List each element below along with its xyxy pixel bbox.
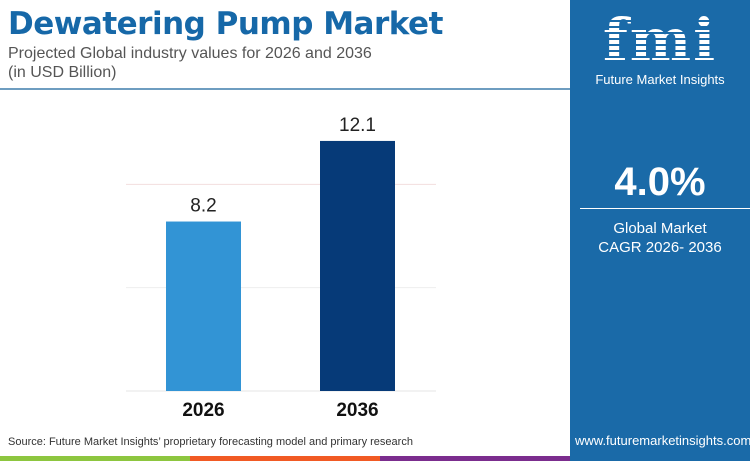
cagr-label: Global Market CAGR 2026- 2036	[570, 219, 750, 257]
cagr-divider	[580, 208, 750, 209]
website-link[interactable]: www.futuremarketinsights.com	[575, 433, 750, 448]
subtitle-line-2: (in USD Billion)	[8, 64, 117, 81]
cagr-label-line-2: CAGR 2026- 2036	[598, 239, 722, 256]
sidebar-panel: fmi Future Market Insights 4.0% Global M…	[570, 0, 750, 461]
chart-subtitle: Projected Global industry values for 202…	[8, 44, 372, 82]
strip-green	[0, 456, 190, 461]
data-label-2036: 12.1	[339, 115, 376, 136]
bar-2026	[166, 221, 241, 391]
x-tick-label-2036: 2036	[336, 400, 378, 421]
fmi-logo: fmi Future Market Insights	[570, 10, 750, 87]
subtitle-line-1: Projected Global industry values for 202…	[8, 45, 372, 62]
logo-name: Future Market Insights	[595, 72, 725, 87]
cagr-value: 4.0%	[614, 160, 706, 204]
strip-orange	[190, 456, 380, 461]
logo-mark: fmi	[570, 10, 750, 70]
x-tick-label-2026: 2026	[182, 400, 224, 421]
header-divider	[0, 88, 570, 90]
source-note: Source: Future Market Insights’ propriet…	[8, 436, 413, 448]
bar-chart: 8.2 2026 12.1 2036	[126, 115, 436, 421]
strip-purple	[380, 456, 570, 461]
bar-2036	[320, 140, 395, 391]
chart-title: Dewatering Pump Market	[8, 6, 443, 42]
cagr-label-line-1: Global Market	[613, 220, 707, 237]
data-label-2026: 8.2	[190, 196, 216, 217]
